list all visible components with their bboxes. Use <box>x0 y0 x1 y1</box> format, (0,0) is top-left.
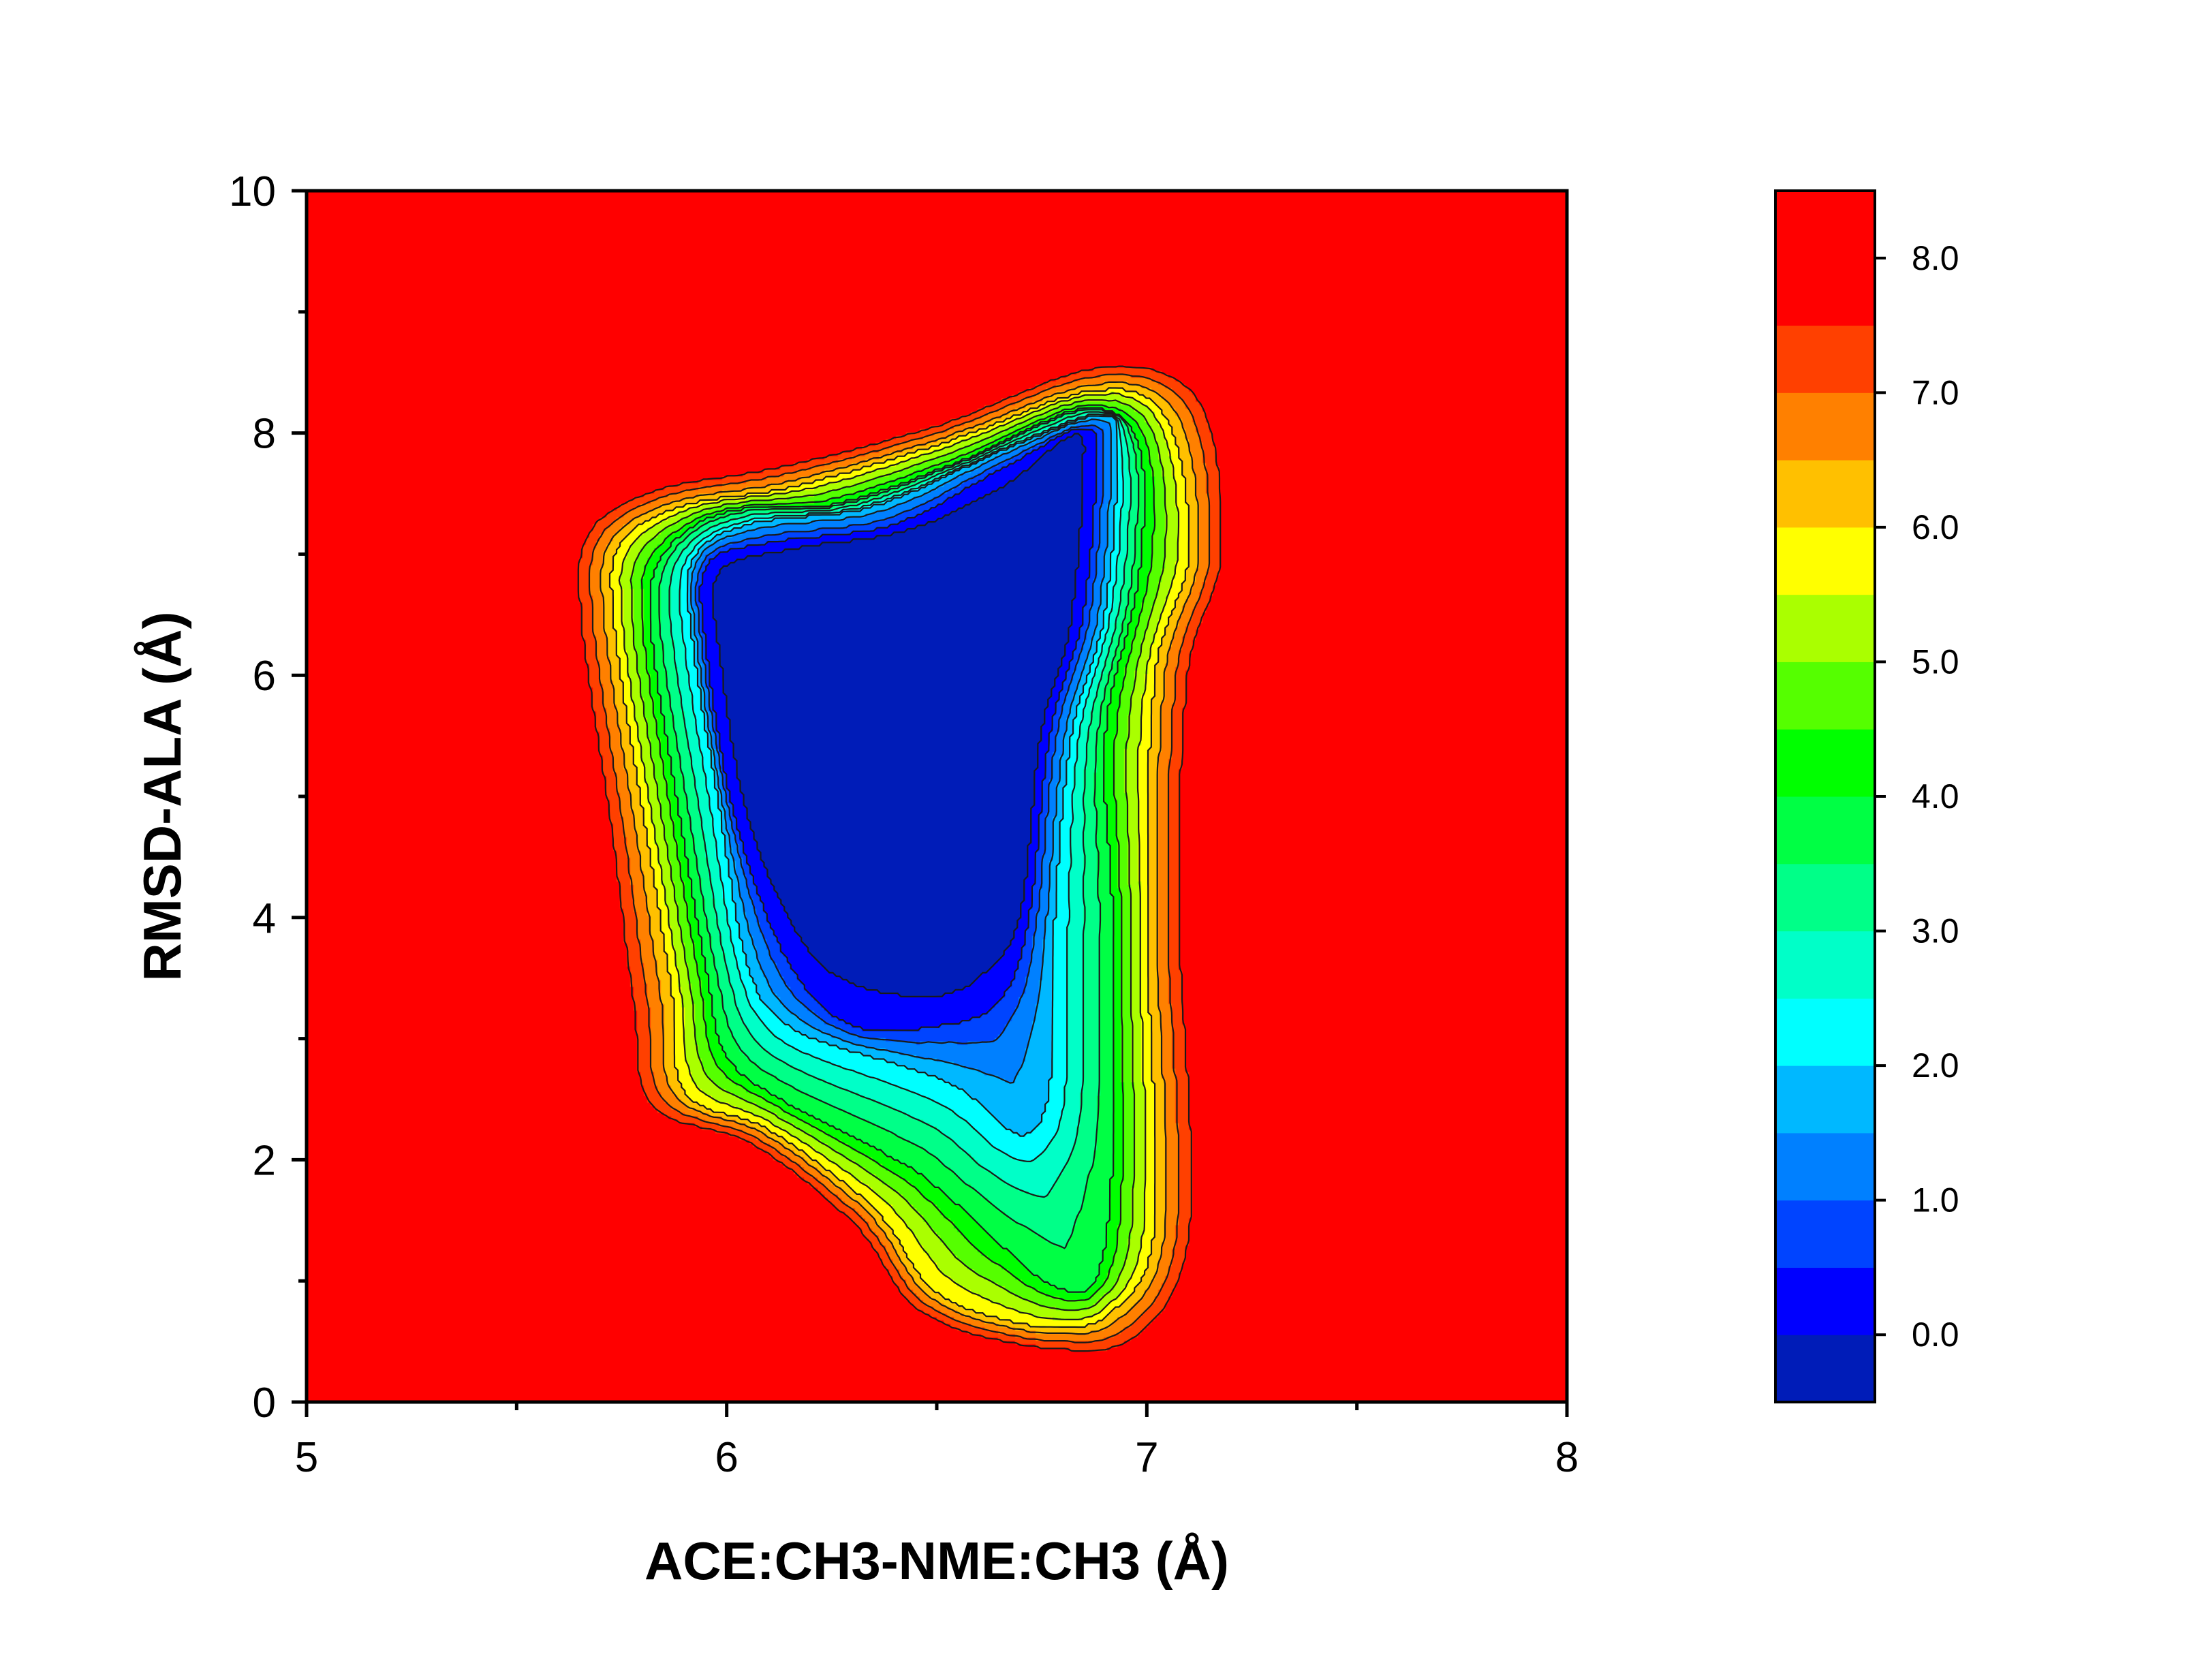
colorbar-swatch <box>1775 662 1875 730</box>
x-axis: 5 6 7 8 <box>295 1402 1579 1481</box>
x-tick-label: 5 <box>295 1434 318 1481</box>
colorbar-swatch <box>1775 729 1875 797</box>
y-tick-label: 6 <box>253 653 276 700</box>
x-tick-label: 7 <box>1135 1434 1158 1481</box>
colorbar-swatch <box>1775 392 1875 461</box>
colorbar-tick-label: 7.0 <box>1912 373 1959 411</box>
y-tick-label: 4 <box>253 895 276 942</box>
colorbar-swatch <box>1775 594 1875 662</box>
colorbar-swatch <box>1775 191 1875 326</box>
x-tick-label: 8 <box>1555 1434 1579 1481</box>
contour-fill <box>307 191 1567 1402</box>
contour-line <box>658 409 1140 1249</box>
contour-line <box>679 413 1124 1162</box>
colorbar-swatch <box>1775 863 1875 932</box>
contour-line <box>694 424 1104 1044</box>
colorbar-tick-label: 0.0 <box>1912 1316 1959 1354</box>
contour-line <box>640 404 1156 1302</box>
y-tick-label: 2 <box>253 1137 276 1184</box>
contour-line <box>608 387 1190 1328</box>
contour-line <box>588 373 1211 1343</box>
colorbar-tick-label: 5.0 <box>1912 642 1959 681</box>
contour-line <box>577 365 1222 1352</box>
contour-line <box>600 381 1199 1335</box>
contour-line <box>690 418 1112 1084</box>
colorbar-tick-label: 8.0 <box>1912 239 1959 277</box>
colorbar-swatch <box>1775 460 1875 528</box>
y-tick-label: 10 <box>229 168 276 215</box>
contour-line <box>649 407 1146 1293</box>
colorbar-tick-label: 6.0 <box>1912 508 1959 546</box>
contour-line <box>712 433 1087 997</box>
colorbar-swatch <box>1775 1335 1875 1403</box>
colorbar: 0.0 1.0 2.0 3.0 4.0 5.0 6.0 7.0 8.0 <box>1774 189 1959 1403</box>
contour-line <box>668 411 1132 1198</box>
plot-area <box>307 191 1567 1402</box>
colorbar-swatch <box>1775 1200 1875 1268</box>
contour-line <box>686 415 1119 1137</box>
colorbar-tick-label: 1.0 <box>1912 1181 1959 1219</box>
y-tick-label: 0 <box>253 1380 276 1427</box>
colorbar-swatch <box>1775 931 1875 999</box>
colorbar-swatch <box>1775 325 1875 393</box>
colorbar-swatch <box>1775 796 1875 865</box>
y-tick-label: 8 <box>253 411 276 458</box>
colorbar-tick-label: 2.0 <box>1912 1046 1959 1085</box>
colorbar-swatch <box>1775 1065 1875 1134</box>
y-axis-title: RMSD-ALA (Å) <box>132 612 192 982</box>
colorbar-swatch <box>1775 527 1875 595</box>
contour-lines <box>577 365 1222 1352</box>
contour-line <box>630 399 1168 1311</box>
colorbar-swatch <box>1775 1132 1875 1201</box>
y-axis: 0 2 4 6 8 10 <box>229 168 307 1427</box>
colorbar-tick-label: 4.0 <box>1912 777 1959 815</box>
colorbar-swatch <box>1775 1267 1875 1335</box>
colorbar-tick-label: 3.0 <box>1912 912 1959 950</box>
contour-line <box>618 392 1180 1320</box>
x-tick-label: 6 <box>715 1434 738 1481</box>
x-axis-title: ACE:CH3-NME:CH3 (Å) <box>644 1531 1229 1591</box>
colorbar-swatch <box>1775 998 1875 1066</box>
contour-line <box>698 429 1098 1031</box>
